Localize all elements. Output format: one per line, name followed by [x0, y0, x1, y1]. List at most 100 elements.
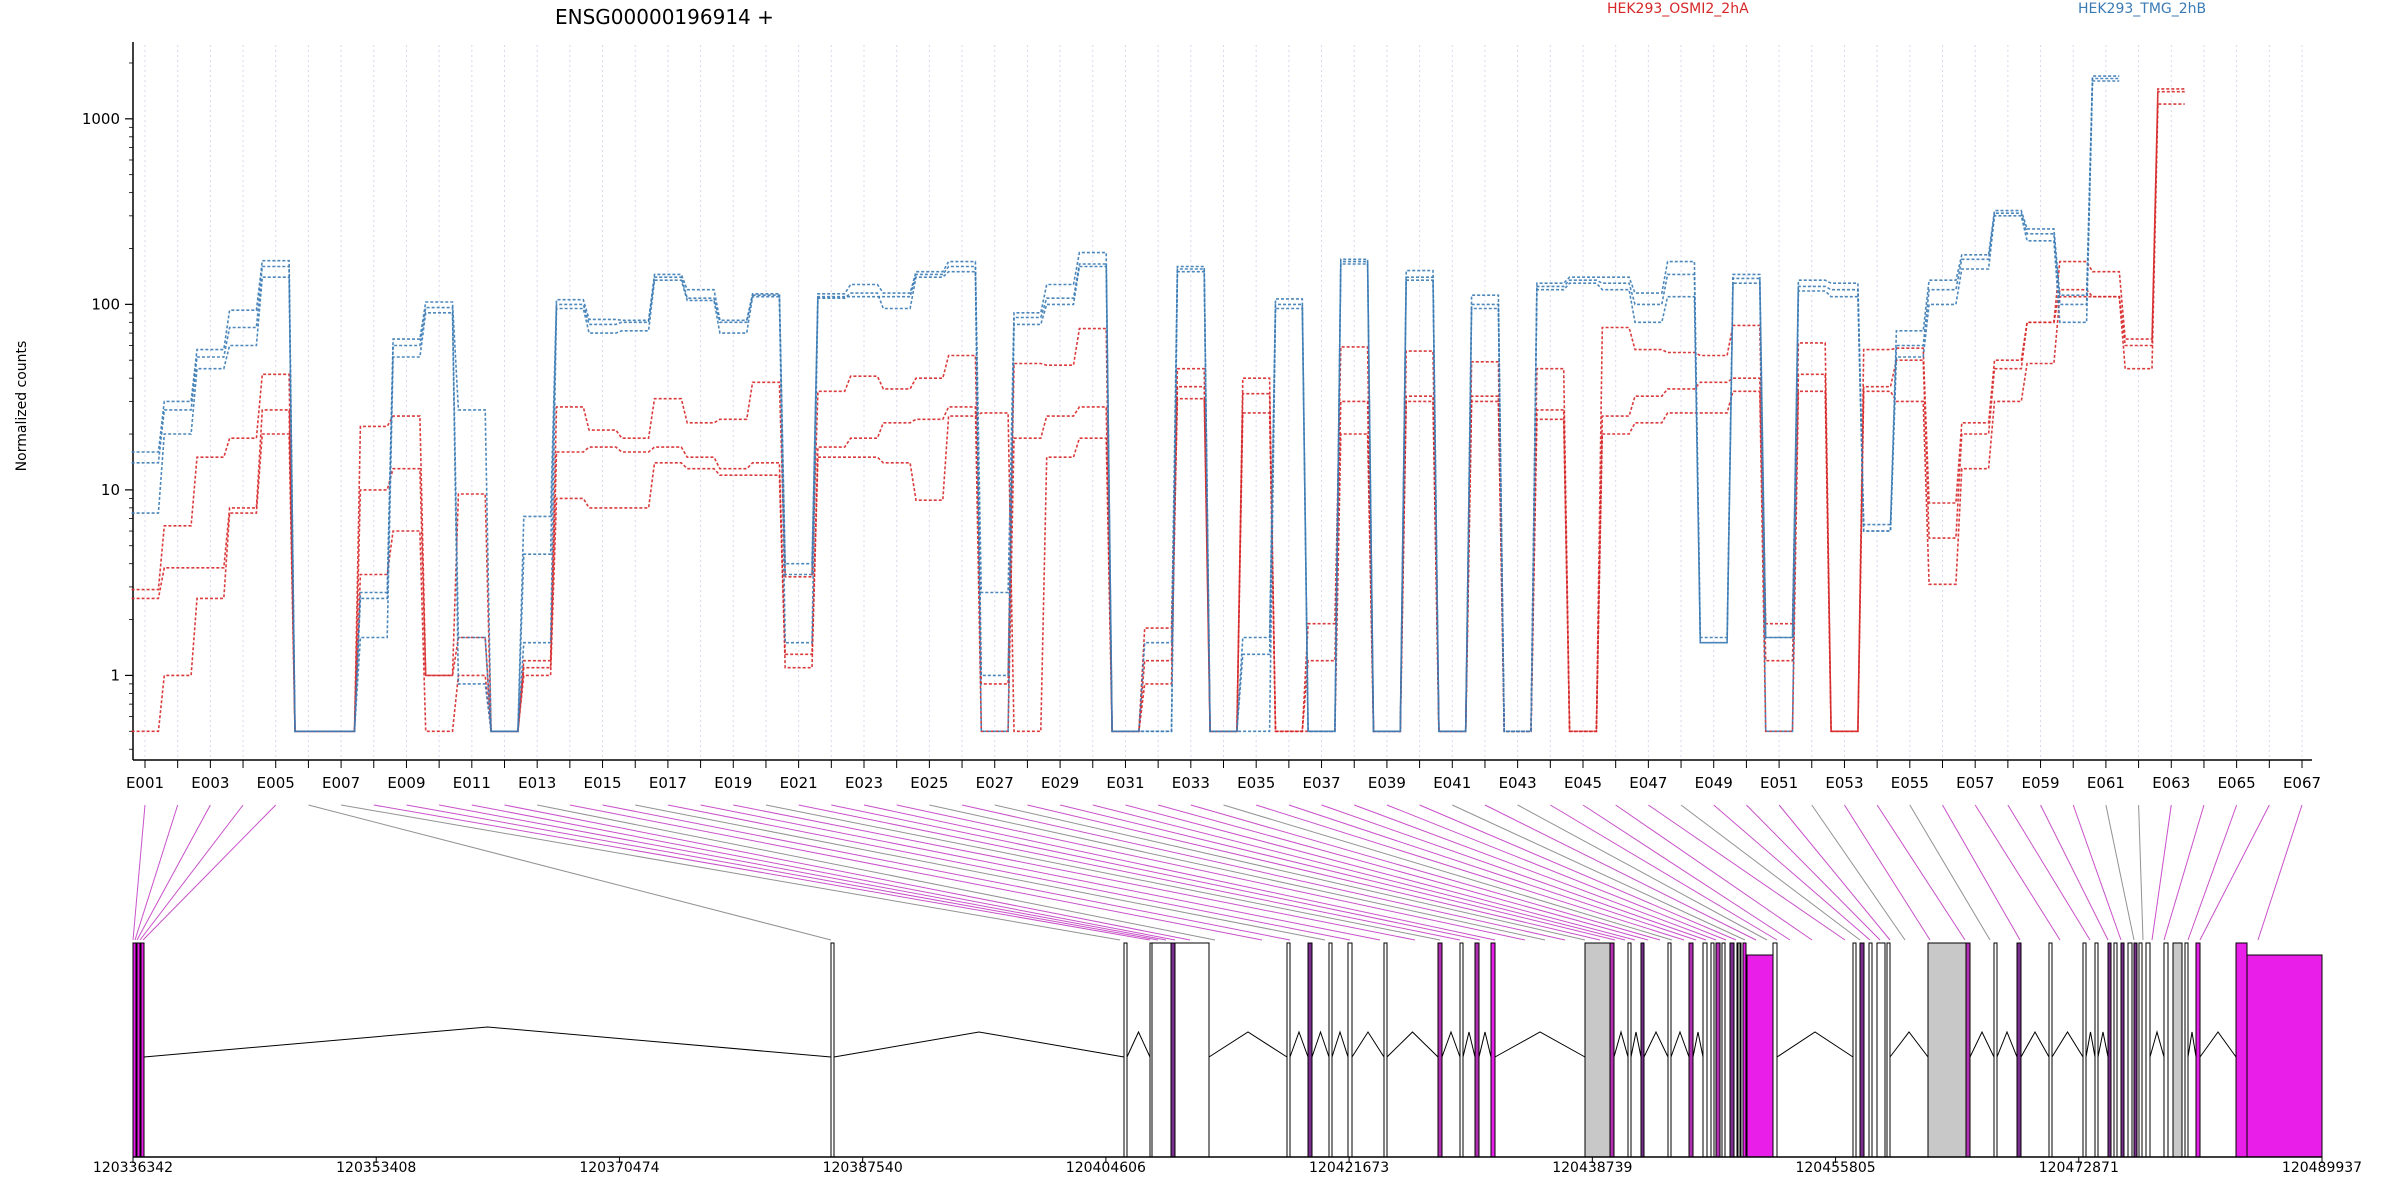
intron-connector [1289, 1030, 1309, 1058]
x-tick-label-E033: E033 [1172, 774, 1210, 792]
link-E064 [2163, 804, 2205, 941]
x-tick-label-E001: E001 [126, 774, 164, 792]
exon-block [2145, 942, 2151, 1158]
genomic-tick-label: 120472871 [2039, 1160, 2119, 1176]
exon-block [1729, 942, 1735, 1158]
genomic-coordinate-axis: 120336342 120353408 120370474 120387540 1204… [93, 1156, 2362, 1176]
link-E065 [2187, 804, 2238, 941]
link-E015 [602, 804, 1291, 941]
link-E030 [1092, 804, 1626, 941]
link-E052 [1811, 804, 1906, 941]
genomic-tick-label: 120336342 [93, 1160, 173, 1176]
exon-block [2127, 942, 2133, 1158]
genomic-tick-label: 120489937 [2282, 1160, 2362, 1176]
link-E066 [2199, 804, 2270, 941]
series-line-HEK293_OSMI2_2hA-1 [131, 103, 2185, 733]
y-tick-label: 1000 [82, 110, 120, 128]
exon-block [1965, 942, 1971, 1158]
link-E057 [1974, 804, 2061, 941]
y-tick-label: 10 [101, 481, 120, 499]
x-tick-label-E067: E067 [2283, 774, 2321, 792]
intron-connector [1776, 1031, 1854, 1058]
intron-connector [1494, 1031, 1586, 1058]
link-E010 [439, 804, 1167, 941]
exon-block [140, 942, 145, 1158]
intron-connector [1630, 1031, 1642, 1058]
genomic-tick-label: 120421673 [1309, 1160, 1389, 1176]
exon-block [1772, 942, 1778, 1158]
x-tick-label-E027: E027 [976, 774, 1014, 792]
x-tick-label-E063: E063 [2152, 774, 2190, 792]
x-tick-label-E011: E011 [453, 774, 491, 792]
intron-connector [1996, 1030, 2018, 1058]
link-E001 [132, 804, 146, 941]
intron-connector [1126, 1030, 1151, 1058]
x-tick-label-E005: E005 [257, 774, 295, 792]
series-line-HEK293_OSMI2_2hA-2 [131, 90, 2185, 733]
exon-block [2235, 942, 2248, 1158]
intron-connector [1208, 1031, 1288, 1058]
exon-block [1584, 942, 1611, 1158]
exon-block [1715, 942, 1721, 1158]
intron-connector [1969, 1030, 1995, 1058]
x-tick-label-E029: E029 [1041, 774, 1079, 792]
link-E048 [1680, 804, 1861, 941]
x-tick-label-E055: E055 [1891, 774, 1929, 792]
series-line-HEK293_OSMI2_2hA-3 [131, 88, 2185, 733]
exon-block [1307, 942, 1313, 1158]
link-E058 [2007, 804, 2091, 941]
link-E021 [798, 804, 1461, 941]
link-E056 [1942, 804, 2021, 941]
link-E012 [504, 804, 1191, 941]
intron-connector [1643, 1030, 1669, 1058]
link-E067 [2257, 804, 2303, 941]
link-E042 [1484, 804, 1757, 941]
link-E049 [1713, 804, 1871, 941]
link-E046 [1615, 804, 1813, 941]
link-E016 [635, 804, 1326, 941]
intron-connector [2149, 1030, 2165, 1058]
exon-block [1151, 942, 1172, 1158]
intron-connector [1311, 1030, 1330, 1058]
link-E002 [134, 804, 179, 941]
exon-block [1710, 942, 1715, 1158]
exon-block [1609, 942, 1615, 1158]
gene-model-track [132, 942, 2323, 1158]
intron-connector [1351, 1031, 1385, 1058]
link-E026 [961, 804, 1566, 941]
link-E031 [1125, 804, 1636, 941]
exon-block [1859, 942, 1865, 1158]
link-E003 [136, 804, 211, 941]
x-tick-label-E035: E035 [1237, 774, 1275, 792]
intron-connector [143, 1026, 832, 1058]
exon-block [2048, 942, 2053, 1158]
exon-block [1174, 942, 1210, 1158]
link-E033 [1190, 804, 1661, 941]
link-E032 [1158, 804, 1649, 941]
x-tick-label-E051: E051 [1760, 774, 1798, 792]
x-tick-label-E047: E047 [1629, 774, 1667, 792]
link-E018 [700, 804, 1381, 941]
link-E041 [1452, 804, 1746, 941]
exon-block [1737, 942, 1741, 1158]
link-E051 [1778, 804, 1891, 941]
link-E043 [1517, 804, 1768, 941]
exon-block [1746, 954, 1774, 1158]
link-E053 [1844, 804, 1931, 941]
exon-block [1667, 942, 1672, 1158]
link-E009 [406, 804, 1159, 941]
link-E004 [139, 804, 244, 941]
intron-connector [1478, 1031, 1492, 1058]
exon-block [2120, 942, 2125, 1158]
exon-block [1721, 942, 1726, 1158]
exon-bin-gridlines [144, 45, 2303, 760]
x-tick-label-E021: E021 [780, 774, 818, 792]
x-axis: E001 E003 E005 E007 E009 E011 E013 E015 E017 E019… [126, 759, 2321, 792]
exon-block [1688, 942, 1694, 1158]
series-lines [131, 75, 2185, 733]
link-E040 [1419, 804, 1737, 941]
link-E011 [471, 804, 1176, 941]
genomic-tick-label: 120404606 [1066, 1160, 1146, 1176]
exon-bin-genomic-links [132, 804, 2303, 941]
